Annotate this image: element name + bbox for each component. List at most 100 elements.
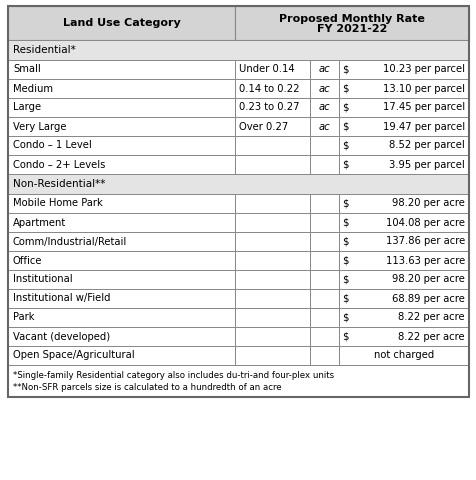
Bar (234, 79, 309, 98)
Text: Residential*: Residential* (13, 45, 76, 55)
Bar (8, 289, 234, 308)
Text: ac: ac (318, 84, 329, 94)
Bar (309, 117, 338, 136)
Text: $: $ (342, 312, 348, 323)
Text: $: $ (342, 217, 348, 228)
Bar (338, 232, 468, 251)
Bar (338, 194, 468, 213)
Text: $: $ (342, 237, 348, 247)
Bar (8, 251, 234, 270)
Text: Mobile Home Park: Mobile Home Park (13, 199, 102, 208)
Bar (234, 60, 309, 79)
Text: not charged: not charged (373, 350, 433, 360)
Text: $: $ (342, 293, 348, 303)
Bar (8, 6, 468, 397)
Text: Non-Residential**: Non-Residential** (13, 179, 105, 189)
Bar (309, 79, 338, 98)
Bar (338, 346, 468, 365)
Text: 3.95 per parcel: 3.95 per parcel (388, 159, 464, 169)
Bar (8, 98, 234, 117)
Bar (338, 155, 468, 174)
Text: 10.23 per parcel: 10.23 per parcel (382, 64, 464, 74)
Text: $: $ (342, 332, 348, 341)
Bar (309, 327, 338, 346)
Bar (309, 194, 338, 213)
Text: Large: Large (13, 103, 41, 112)
Text: 19.47 per parcel: 19.47 per parcel (382, 121, 464, 132)
Text: 98.20 per acre: 98.20 per acre (391, 199, 464, 208)
Text: $: $ (342, 255, 348, 265)
Bar (338, 213, 468, 232)
Text: Under 0.14: Under 0.14 (238, 64, 294, 74)
Bar (234, 136, 309, 155)
Bar (234, 289, 309, 308)
Bar (8, 365, 468, 397)
Bar (309, 136, 338, 155)
Text: 13.10 per parcel: 13.10 per parcel (382, 84, 464, 94)
Bar (234, 213, 309, 232)
Bar (8, 232, 234, 251)
Text: Medium: Medium (13, 84, 53, 94)
Text: Vacant (developed): Vacant (developed) (13, 332, 110, 341)
Bar (309, 270, 338, 289)
Text: Land Use Category: Land Use Category (62, 18, 180, 28)
Bar (309, 60, 338, 79)
Bar (8, 136, 234, 155)
Text: 17.45 per parcel: 17.45 per parcel (382, 103, 464, 112)
Text: 8.52 per parcel: 8.52 per parcel (388, 141, 464, 151)
Bar (338, 60, 468, 79)
Bar (338, 327, 468, 346)
Bar (8, 40, 468, 60)
Text: Proposed Monthly Rate: Proposed Monthly Rate (278, 14, 424, 24)
Bar (338, 270, 468, 289)
Bar (309, 213, 338, 232)
Text: $: $ (342, 121, 348, 132)
Text: Apartment: Apartment (13, 217, 66, 228)
Text: Condo – 2+ Levels: Condo – 2+ Levels (13, 159, 105, 169)
Bar (234, 327, 309, 346)
Text: 104.08 per acre: 104.08 per acre (385, 217, 464, 228)
Text: $: $ (342, 64, 348, 74)
Text: $: $ (342, 159, 348, 169)
Text: 98.20 per acre: 98.20 per acre (391, 275, 464, 285)
Bar (234, 270, 309, 289)
Text: 113.63 per acre: 113.63 per acre (385, 255, 464, 265)
Text: Condo – 1 Level: Condo – 1 Level (13, 141, 91, 151)
Bar (234, 346, 309, 365)
Bar (309, 155, 338, 174)
Text: 8.22 per acre: 8.22 per acre (397, 312, 464, 323)
Text: $: $ (342, 275, 348, 285)
Bar (338, 308, 468, 327)
Bar (234, 6, 468, 40)
Bar (338, 289, 468, 308)
Bar (8, 194, 234, 213)
Bar (338, 117, 468, 136)
Bar (234, 194, 309, 213)
Text: $: $ (342, 84, 348, 94)
Bar (309, 289, 338, 308)
Bar (8, 213, 234, 232)
Bar (8, 308, 234, 327)
Bar (8, 60, 234, 79)
Text: **Non-SFR parcels size is calculated to a hundredth of an acre: **Non-SFR parcels size is calculated to … (13, 383, 281, 392)
Bar (309, 98, 338, 117)
Bar (8, 6, 234, 40)
Bar (338, 136, 468, 155)
Text: $: $ (342, 199, 348, 208)
Bar (309, 308, 338, 327)
Text: $: $ (342, 103, 348, 112)
Text: Office: Office (13, 255, 42, 265)
Text: ac: ac (318, 64, 329, 74)
Bar (234, 251, 309, 270)
Text: Very Large: Very Large (13, 121, 66, 132)
Bar (234, 98, 309, 117)
Bar (338, 251, 468, 270)
Bar (8, 346, 234, 365)
Text: Institutional w/Field: Institutional w/Field (13, 293, 110, 303)
Bar (8, 155, 234, 174)
Text: ac: ac (318, 103, 329, 112)
Bar (8, 117, 234, 136)
Bar (309, 232, 338, 251)
Bar (234, 232, 309, 251)
Text: 0.14 to 0.22: 0.14 to 0.22 (238, 84, 298, 94)
